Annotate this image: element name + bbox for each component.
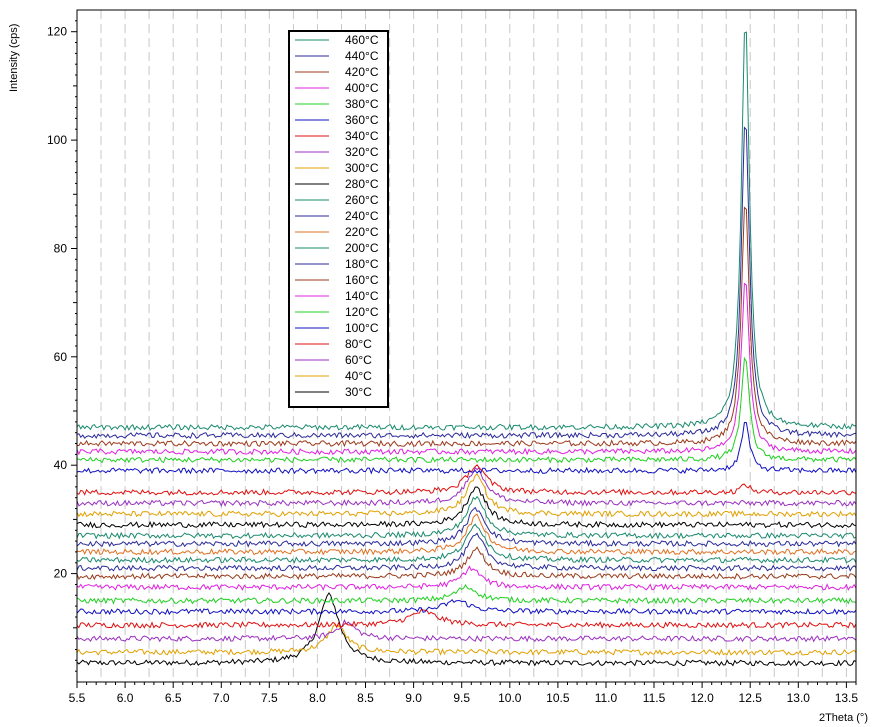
legend-label: 280°C	[345, 177, 379, 191]
series-line-100c	[76, 599, 857, 616]
x-tick-label: 11.5	[643, 691, 666, 705]
legend-label: 420°C	[345, 65, 379, 79]
y-tick-label: 100	[47, 133, 67, 147]
y-axis-ticks: 20 40 60 80 100 120	[47, 20, 77, 672]
x-tick-label: 13.5	[835, 691, 859, 705]
series-line-200c	[76, 523, 857, 564]
legend-label: 440°C	[345, 49, 379, 63]
series-line-160c	[76, 546, 857, 581]
legend-label: 220°C	[345, 225, 379, 239]
series-line-320c	[76, 466, 857, 507]
legend-label: 320°C	[345, 145, 379, 159]
legend-label: 400°C	[345, 81, 379, 95]
x-tick-label: 9.5	[453, 691, 470, 705]
series-line-280c	[76, 486, 857, 529]
x-tick-label: 6.0	[117, 691, 134, 705]
y-tick-label: 120	[47, 25, 67, 39]
series-line-140c	[76, 565, 857, 591]
legend: 460°C 440°C 420°C 400°C 380°C 360°C 340°C 320°C…	[288, 30, 389, 408]
legend-label: 300°C	[345, 161, 379, 175]
x-tick-label: 8.5	[357, 691, 374, 705]
series-line-380c	[76, 356, 857, 464]
series-line-340c	[76, 464, 857, 497]
x-tick-label: 10.5	[546, 691, 570, 705]
series-line-460c	[76, 31, 857, 432]
legend-label: 60°C	[345, 353, 372, 367]
legend-label: 140°C	[345, 289, 379, 303]
x-tick-label: 8.0	[309, 691, 326, 705]
legend-label: 180°C	[345, 257, 379, 271]
series-line-240c	[76, 506, 857, 548]
y-tick-label: 80	[54, 241, 68, 255]
legend-label: 240°C	[345, 209, 379, 223]
legend-label: 360°C	[345, 113, 379, 127]
x-axis-label: 2Theta (°)	[819, 712, 868, 724]
legend-label: 160°C	[345, 273, 379, 287]
series-line-440c	[76, 126, 857, 440]
legend-label: 380°C	[345, 97, 379, 111]
grid-lines	[100, 10, 847, 682]
x-tick-label: 13.0	[787, 691, 811, 705]
series-line-400c	[76, 282, 857, 456]
series-line-220c	[76, 513, 857, 556]
y-tick-label: 20	[54, 567, 68, 581]
legend-label: 340°C	[345, 129, 379, 143]
x-axis-ticks: 5.5 6.0 6.5 7.0 7.5 8.0 8.5 9.0 9.5 10.0 10.5 11.0 1…	[69, 682, 859, 705]
legend-label: 260°C	[345, 193, 379, 207]
series-line-40c	[76, 623, 857, 656]
series-line-300c	[76, 473, 857, 518]
series-line-30c	[76, 592, 857, 667]
x-tick-label: 10.0	[498, 691, 522, 705]
legend-label: 200°C	[345, 241, 379, 255]
legend-label: 460°C	[345, 33, 379, 47]
series-line-420c	[77, 206, 857, 448]
legend-label: 80°C	[345, 337, 372, 351]
x-tick-label: 7.0	[213, 691, 230, 705]
series-layer	[76, 31, 857, 667]
legend-label: 100°C	[345, 321, 379, 335]
series-line-360c	[76, 421, 857, 475]
legend-label: 120°C	[345, 305, 379, 319]
x-tick-label: 12.0	[690, 691, 714, 705]
x-tick-label: 11.0	[595, 691, 618, 705]
series-line-80c	[76, 608, 857, 629]
y-tick-label: 40	[54, 458, 68, 472]
y-axis-label: Intensity (cps)	[8, 24, 20, 92]
series-line-60c	[76, 619, 857, 643]
x-tick-label: 5.5	[69, 691, 86, 705]
y-tick-label: 60	[54, 350, 68, 364]
legend-label: 40°C	[345, 369, 372, 383]
series-line-260c	[76, 495, 857, 540]
legend-label: 30°C	[345, 385, 372, 399]
series-line-180c	[76, 532, 857, 572]
series-line-120c	[76, 584, 857, 605]
x-tick-label: 6.5	[165, 691, 182, 705]
x-tick-label: 12.5	[739, 691, 763, 705]
x-tick-label: 9.0	[405, 691, 422, 705]
x-tick-label: 7.5	[261, 691, 278, 705]
